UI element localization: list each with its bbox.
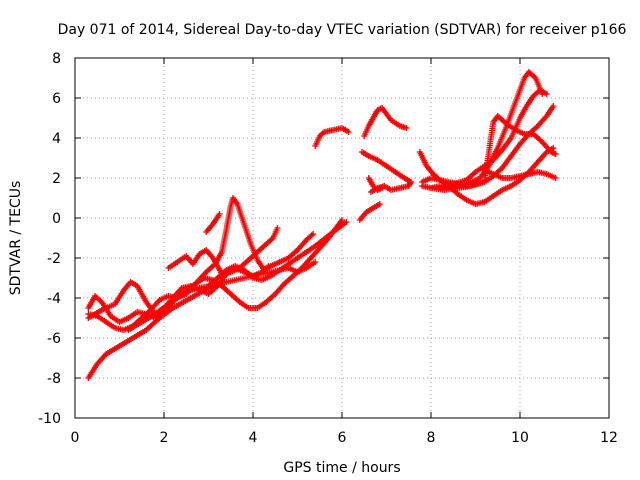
data-points — [85, 69, 559, 381]
data-point — [312, 259, 319, 265]
data-series — [125, 195, 272, 333]
y-tick-label: -10 — [38, 411, 61, 427]
data-point — [552, 151, 559, 157]
data-point — [550, 103, 557, 109]
data-point — [274, 225, 281, 231]
data-point — [367, 189, 374, 195]
y-tick-label: -2 — [47, 251, 61, 267]
data-series — [356, 201, 383, 223]
x-tick-label: 4 — [249, 430, 258, 446]
data-series — [312, 125, 352, 149]
y-tick-label: 4 — [52, 131, 61, 147]
data-point — [539, 91, 546, 97]
data-series — [365, 175, 386, 193]
y-axis-tick-labels: -10 -8 -6 -4 -2 0 2 4 6 8 — [38, 51, 61, 427]
x-tick-label: 12 — [600, 430, 618, 446]
data-point — [379, 185, 386, 191]
data-point — [531, 73, 538, 80]
x-tick-label: 0 — [71, 430, 80, 446]
data-series — [428, 113, 559, 193]
data-point — [343, 219, 350, 225]
data-point — [339, 217, 345, 223]
data-series — [85, 217, 345, 333]
x-axis-tick-labels: 0 2 4 6 8 10 12 — [71, 430, 618, 446]
data-series — [481, 167, 559, 181]
plot-frame — [74, 57, 610, 419]
y-tick-label: 6 — [52, 91, 61, 107]
y-tick-label: 0 — [52, 211, 61, 227]
data-series — [203, 211, 223, 235]
data-point — [550, 145, 557, 151]
data-series — [85, 219, 350, 381]
data-point — [345, 129, 352, 135]
data-series — [165, 225, 281, 277]
data-point — [552, 175, 559, 181]
y-tick-label: 8 — [52, 51, 61, 67]
data-point — [310, 231, 317, 237]
chart-title: Day 071 of 2014, Sidereal Day-to-day VTE… — [58, 22, 627, 38]
data-series — [359, 149, 414, 195]
y-tick-label: 2 — [52, 171, 61, 187]
data-point — [216, 211, 223, 217]
x-tick-label: 10 — [511, 430, 529, 446]
x-axis-label: GPS time / hours — [283, 460, 400, 476]
x-tick-label: 8 — [427, 430, 436, 446]
data-point — [268, 236, 275, 243]
y-axis-label: SDTVAR / TECUs — [8, 181, 24, 296]
data-point — [265, 263, 272, 269]
x-tick-label: 6 — [338, 430, 347, 446]
x-tick-label: 2 — [160, 430, 169, 446]
data-point — [403, 125, 410, 131]
y-tick-label: -6 — [47, 331, 61, 347]
data-point — [308, 232, 315, 239]
data-series — [361, 105, 410, 139]
y-tick-label: -8 — [47, 371, 61, 387]
data-point — [376, 201, 383, 207]
grid — [75, 58, 609, 418]
y-tick-label: -4 — [47, 291, 61, 307]
